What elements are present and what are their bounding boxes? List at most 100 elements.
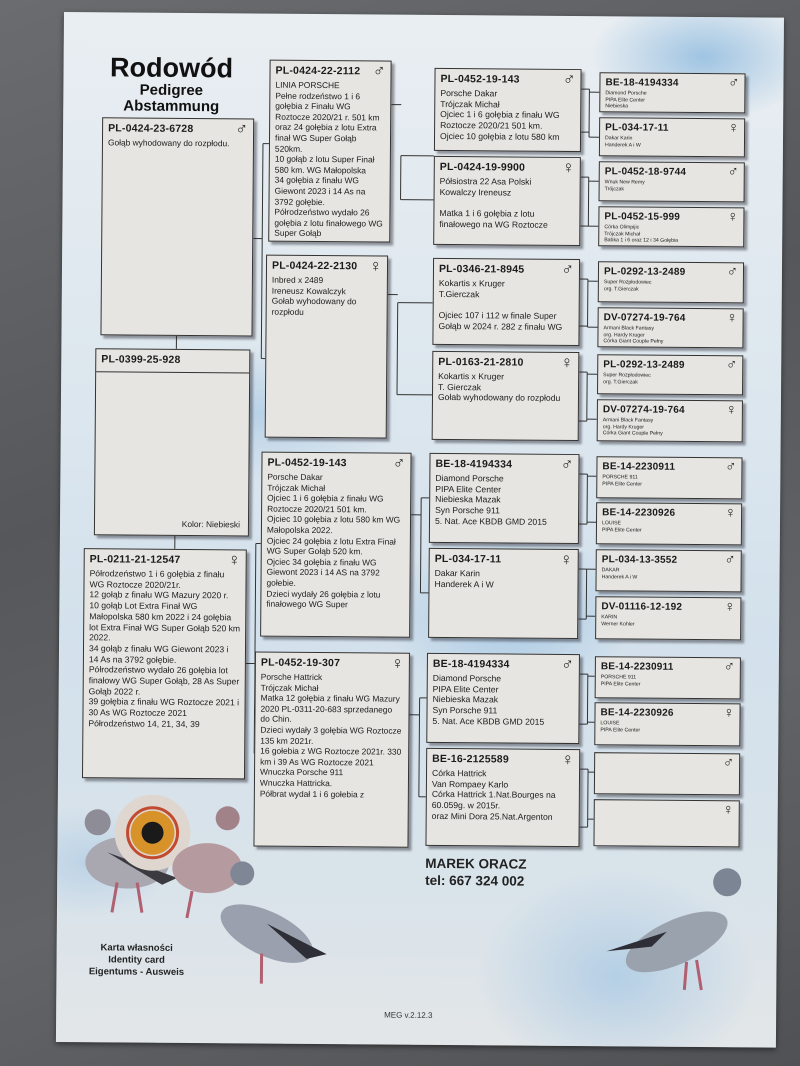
card-title-en: Identity card bbox=[108, 954, 165, 966]
connector-line bbox=[418, 697, 421, 797]
generation3-box: BE-18-4194334 ♂ Diamond Porsche PIPA Eli… bbox=[428, 452, 580, 545]
generation2-box: PL-0424-22-2112 ♂ LINIA PORSCHE Pełne ro… bbox=[268, 59, 392, 243]
ring-number: PL-0452-19-143 bbox=[440, 72, 520, 86]
ring-number: PL-0292-13-2489 bbox=[603, 359, 685, 371]
bird-info: Kokartis x Kruger T.Gierczak Ojciec 107 … bbox=[438, 277, 563, 332]
pedigree-sheet: Rodowód Pedigree Abstammung PL-0424-23-6… bbox=[55, 12, 784, 1048]
ring-number: PL-0346-21-8945 bbox=[438, 262, 525, 276]
bird-info bbox=[600, 759, 734, 760]
generation4-box: BE-14-2230911 ♂ PORSCHE 911 PIPA Elite C… bbox=[594, 656, 741, 700]
color-box-ring: PL-0399-25-928 bbox=[101, 353, 181, 366]
male-icon: ♂ bbox=[726, 263, 739, 281]
generation4-box: PL-034-17-11 ♀ Dakar Karin Handerek A i … bbox=[598, 117, 746, 158]
ring-number: PL-0424-19-9900 bbox=[439, 160, 526, 174]
female-icon: ♀ bbox=[724, 598, 736, 616]
bird-info: KARIN Werner Kohler bbox=[601, 614, 635, 628]
generation3-box: PL-0424-19-9900 ♀ Półsiostra 22 Asa Pols… bbox=[433, 155, 581, 247]
ring-number: BE-18-4194334 bbox=[605, 77, 679, 89]
bird-info: Dakar Karin Handerek A i W bbox=[604, 135, 641, 149]
female-icon: ♀ bbox=[722, 801, 734, 819]
generation4-box: PL-0452-15-999 ♀ Córka Olimpijic Trójcza… bbox=[598, 206, 745, 248]
version-label: MEG v.2.12.3 bbox=[384, 1010, 433, 1020]
generation3-box: PL-034-17-11 ♀ Dakar Karin Handerek A i … bbox=[428, 547, 579, 640]
female-icon: ♀ bbox=[724, 504, 737, 522]
ring-number: PL-034-17-11 bbox=[434, 552, 502, 566]
ring-number: DV-01116-12-192 bbox=[601, 601, 683, 613]
bird-info: Dakar Karin Handerek A i W bbox=[434, 567, 494, 590]
female-icon: ♀ bbox=[561, 157, 575, 178]
generation4-box: PL-034-13-3552 ♂ DAKAR Handerek A i W bbox=[595, 549, 742, 593]
color-box: PL-0399-25-928 Kolor: Niebieski bbox=[93, 348, 251, 537]
generation3-box: PL-0346-21-8945 ♂ Kokartis x Kruger T.Gi… bbox=[432, 257, 581, 347]
generation3-box: BE-16-2125589 ♀ Córka Hattrick Van Rompa… bbox=[425, 747, 581, 848]
card-title-pl: Karta własności bbox=[100, 942, 173, 954]
male-icon: ♂ bbox=[562, 69, 576, 90]
bird-info: Półsiostra 22 Asa Polski Kowalczy Ireneu… bbox=[439, 175, 548, 230]
male-icon: ♂ bbox=[372, 61, 386, 81]
female-icon: ♀ bbox=[369, 256, 383, 276]
generation4-box: BE-14-2230926 ♀ LOUISE PIPA Elite Center bbox=[594, 702, 741, 747]
female-icon: ♀ bbox=[559, 549, 573, 570]
bird-info: Córka Olimpijic Trójczak Michał Babka 1 … bbox=[604, 224, 679, 245]
bird-info: Córka Hattrick Van Rompaey Karlo Córka H… bbox=[431, 767, 556, 822]
bird-info: Super Rozpłodowiec org. T.Gierczak bbox=[603, 372, 651, 386]
male-icon: ♂ bbox=[235, 119, 249, 139]
female-icon: ♀ bbox=[391, 653, 404, 673]
generation3-box: PL-0452-19-143 ♂ Porsche Dakar Trójczak … bbox=[433, 67, 582, 153]
ring-number: PL-0452-19-143 bbox=[267, 456, 347, 470]
female-icon: ♀ bbox=[726, 309, 738, 327]
female-icon: ♀ bbox=[723, 704, 735, 722]
subject-box: PL-0424-23-6728 ♂ Gołąb wyhodowany do ro… bbox=[100, 117, 255, 337]
generation4-box: PL-0452-18-9744 ♂ Wnuk New Remy Trójczak bbox=[598, 161, 745, 203]
bird-info: Diamond Porsche PIPA Elite Center Niebie… bbox=[434, 472, 547, 527]
generation4-box: ♂ bbox=[593, 752, 741, 796]
bird-info: Armani Black Fantasy org. Hardy Kruger C… bbox=[602, 417, 663, 437]
female-icon: ♀ bbox=[560, 352, 574, 373]
female-icon: ♀ bbox=[727, 208, 739, 226]
generation4-box: ♀ bbox=[593, 799, 740, 848]
ring-number: PL-0452-19-307 bbox=[260, 656, 341, 670]
female-icon: ♀ bbox=[727, 119, 740, 137]
subtitle-pedigree: Pedigree bbox=[139, 81, 204, 100]
male-icon: ♂ bbox=[727, 163, 739, 181]
bird-info bbox=[600, 806, 734, 807]
generation2-box: PL-0452-19-143 ♂ Porsche Dakar Trójczak … bbox=[260, 451, 412, 638]
dam-ring: PL-0211-21-12547 bbox=[89, 553, 181, 566]
color-label: Kolor: Niebieski bbox=[181, 519, 241, 530]
male-icon: ♂ bbox=[560, 454, 574, 475]
ring-number: PL-0452-18-9744 bbox=[604, 166, 687, 178]
pigeon-middle-icon bbox=[172, 806, 243, 919]
bird-info: LOUISE PIPA Elite Center bbox=[601, 520, 642, 534]
generation4-box: DV-01116-12-192 ♀ KARIN Werner Kohler bbox=[595, 596, 742, 641]
bird-info: Inbred x 2489 Ireneusz Kowalczyk Gołab w… bbox=[271, 274, 357, 317]
ring-number bbox=[600, 757, 734, 758]
ring-number: PL-034-13-3552 bbox=[601, 554, 678, 566]
subject-info: Gołąb wyhodowany do rozpłodu. bbox=[107, 137, 230, 149]
connector-line bbox=[396, 302, 399, 395]
owner-name: MAREK ORACZ bbox=[425, 855, 527, 872]
dam-box: PL-0211-21-12547 ♀ Półrodzeństwo 1 i 6 g… bbox=[81, 548, 247, 780]
generation4-box: DV-07274-19-764 ♀ Armani Black Fantasy o… bbox=[596, 399, 743, 443]
dam-info: Półrodzeństwo 1 i 6 gołębia z finału WG … bbox=[88, 568, 241, 729]
male-icon: ♂ bbox=[561, 654, 574, 675]
eye-icon bbox=[114, 794, 191, 871]
female-icon: ♀ bbox=[227, 550, 241, 570]
ring-number: BE-14-2230911 bbox=[600, 661, 674, 673]
connector-line bbox=[419, 497, 422, 593]
male-icon: ♂ bbox=[561, 259, 575, 280]
ring-number: BE-14-2230926 bbox=[600, 707, 674, 719]
bird-info: LINIA PORSCHE Pełne rodzeństwo 1 i 6 goł… bbox=[274, 79, 383, 239]
ring-number: BE-18-4194334 bbox=[435, 457, 513, 471]
male-icon: ♂ bbox=[723, 658, 735, 676]
bird-info: Porsche Hattrick Trójczak Michał Matka 1… bbox=[259, 671, 402, 799]
subject-ring: PL-0424-23-6728 bbox=[108, 122, 194, 136]
pigeon-right-icon bbox=[606, 868, 742, 991]
bird-info: Armani Black Fantasy org. Hardy Kruger C… bbox=[603, 325, 664, 345]
ring-number: PL-0424-22-2112 bbox=[275, 64, 361, 78]
ring-number: BE-14-2230911 bbox=[602, 461, 676, 473]
bird-info: Porsche Dakar Trójczak Michał Ojciec 1 i… bbox=[440, 87, 560, 142]
ring-number: BE-14-2230926 bbox=[602, 507, 676, 519]
female-icon: ♀ bbox=[561, 749, 575, 770]
subtitle-abstammung: Abstammung bbox=[123, 97, 220, 116]
ring-number: PL-0424-22-2130 bbox=[271, 259, 358, 273]
